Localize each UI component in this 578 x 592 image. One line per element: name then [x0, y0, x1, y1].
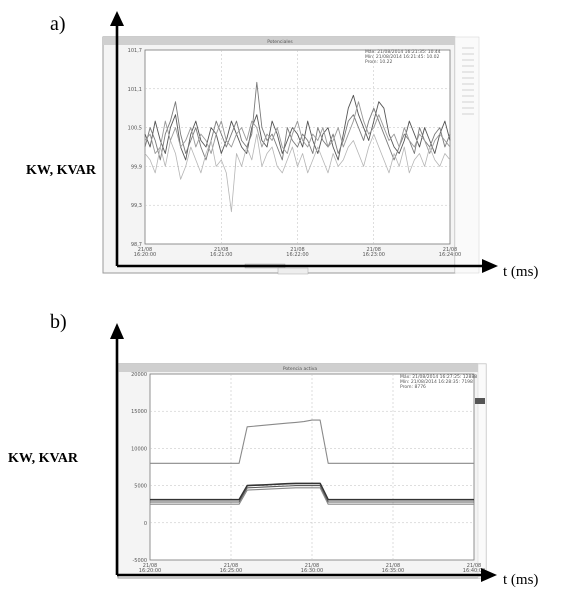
x-tick-time: 16:35:00: [382, 568, 404, 574]
panel-a: a) Potenciales 101,7 101,1 100,5 99,9 99,3 98…: [26, 11, 538, 280]
y-tick-label: -5000: [132, 558, 147, 564]
legend-line-2: Mín: 21/08/2014 16:21:45: 10.02: [365, 53, 439, 60]
x-tick-date: 21/08: [143, 563, 157, 569]
y-tick-label: 99,3: [131, 203, 142, 209]
y-tick-label: 101,1: [128, 87, 142, 93]
screenshot-title: Potenciales: [267, 39, 293, 45]
series-line-3: [150, 485, 474, 503]
series-line-3: [144, 101, 451, 154]
x-tick-labels: 21/0816:20:0021/0816:25:0021/0816:30:002…: [139, 563, 485, 574]
x-tick-time: 16:20:00: [139, 568, 161, 574]
legend-line-3: Prom: 10.22: [365, 59, 392, 65]
y-tick-label: 10000: [131, 446, 147, 452]
y-tick-label: 20000: [131, 372, 147, 378]
grid: [150, 374, 474, 560]
x-tick-date: 21/08: [305, 563, 319, 569]
y-tick-label: 100,5: [128, 126, 142, 132]
screenshot-titlebar: [103, 37, 455, 45]
x-tick-date: 21/08: [443, 247, 457, 253]
legend-line-2: Mín: 21/08/2014 16:28:35: 7198: [400, 378, 473, 385]
series-line-4: [144, 133, 451, 213]
scrollbar-strip[interactable]: [454, 36, 480, 274]
y-tick-labels: 20000 15000 10000 5000 0 -5000: [131, 372, 147, 564]
x-axis-arrow-icon: [482, 259, 498, 273]
x-axis-label: t (ms): [503, 572, 538, 588]
x-tick-time: 16:21:00: [210, 252, 232, 258]
x-tick-date: 21/08: [224, 563, 238, 569]
scrollbar-marker: [475, 398, 485, 404]
y-axis-arrow-icon: [110, 11, 124, 26]
x-tick-time: 16:40:00: [463, 568, 485, 574]
series-line-1: [150, 419, 474, 464]
x-tick-date: 21/08: [290, 247, 304, 253]
series-line-1: [144, 94, 451, 161]
y-axis-arrow-icon: [110, 323, 124, 339]
y-tick-label: 101,7: [128, 48, 142, 54]
y-tick-label: 0: [144, 521, 147, 527]
x-tick-time: 16:23:00: [363, 252, 385, 258]
x-tick-time: 16:22:00: [286, 252, 308, 258]
x-axis-arrow-icon: [481, 568, 497, 582]
y-axis-label: KW, KVAR: [26, 163, 97, 178]
legend-line-3: Prom: 8776: [400, 384, 426, 390]
y-axis-label: KW, KVAR: [8, 451, 79, 466]
legend-line-1: Máx: 21/08/2014 16:21:35: 10.44: [365, 48, 441, 55]
y-tick-label: 15000: [131, 409, 147, 415]
x-tick-date: 21/08: [467, 563, 481, 569]
x-tick-date: 21/08: [367, 247, 381, 253]
x-tick-date: 21/08: [138, 247, 152, 253]
y-tick-label: 99,9: [131, 164, 142, 170]
zoom-control[interactable]: [277, 267, 309, 275]
y-tick-labels: 101,7 101,1 100,5 99,9 99,3 98,7: [128, 48, 142, 248]
legend-line-1: Máx: 21/08/2014 16:27:25: 12888: [400, 373, 477, 380]
x-tick-time: 16:25:00: [220, 568, 242, 574]
x-tick-date: 21/08: [214, 247, 228, 253]
scrollbar-strip[interactable]: [477, 363, 487, 579]
x-axis-label: t (ms): [503, 264, 538, 280]
series-line-2: [150, 482, 474, 501]
screenshot-title: Potencia activa: [283, 366, 318, 372]
y-tick-label: 98,7: [131, 242, 142, 248]
x-tick-time: 16:30:00: [301, 568, 323, 574]
screenshot-titlebar: [118, 364, 486, 372]
series-lines: [144, 81, 451, 213]
x-tick-labels: 21/0816:20:0021/0816:21:0021/0816:22:002…: [134, 247, 461, 258]
panel-label: a): [50, 13, 66, 35]
panel-label: b): [50, 311, 67, 333]
scroll-ticks: [462, 47, 474, 115]
x-tick-time: 16:24:00: [439, 252, 461, 258]
x-tick-time: 16:20:00: [134, 252, 156, 258]
panel-b: b) Potencia activa 20000 15000 10000 5000 0 -…: [8, 311, 538, 588]
series-lines: [150, 419, 474, 505]
series-line-4: [150, 487, 474, 505]
x-tick-date: 21/08: [386, 563, 400, 569]
y-tick-label: 5000: [134, 484, 147, 490]
